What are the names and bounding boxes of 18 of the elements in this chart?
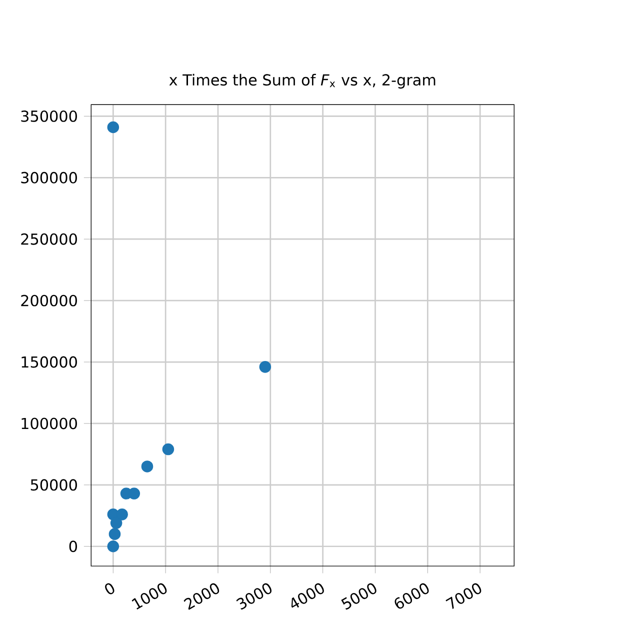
point	[108, 528, 120, 540]
point	[110, 517, 122, 529]
point	[162, 443, 174, 456]
point	[259, 361, 271, 373]
y-tick-label: 350000	[21, 110, 77, 122]
chart-title: x Times the Sum of F$_{x}$ vs x, 2-gram	[169, 74, 435, 89]
y-tick-label: 50000	[30, 479, 77, 491]
y-tick-label: 100000	[22, 418, 77, 430]
x-tick-label: 0	[104, 583, 114, 594]
point	[141, 460, 153, 472]
point	[107, 121, 119, 134]
y-tick-label: 300000	[21, 172, 77, 184]
point	[107, 540, 119, 552]
y-tick-label: 150000	[22, 356, 77, 368]
y-tick-label: 200000	[20, 294, 77, 306]
y-tick-label: 250000	[20, 233, 77, 245]
y-tick-label: 0	[69, 540, 77, 552]
x-tick-label: 4000	[291, 583, 324, 608]
